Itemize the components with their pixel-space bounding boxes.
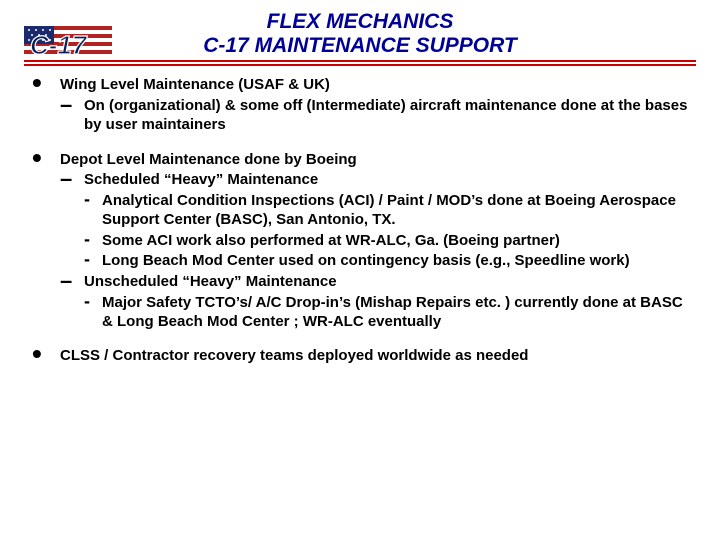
bullet-dash-icon: – bbox=[60, 171, 84, 190]
bullet-hyphen-icon: - bbox=[84, 294, 102, 332]
title-line-2: C-17 MAINTENANCE SUPPORT bbox=[203, 34, 516, 57]
bullet-disc-icon: • bbox=[32, 151, 60, 170]
list-item: • Depot Level Maintenance done by Boeing bbox=[32, 151, 688, 170]
c17-logo: C-17 bbox=[24, 24, 112, 62]
list-item-text: Long Beach Mod Center used on contingenc… bbox=[102, 252, 688, 271]
list-item: – Unscheduled “Heavy” Maintenance bbox=[60, 273, 688, 292]
list-item: – Scheduled “Heavy” Maintenance bbox=[60, 171, 688, 190]
bullet-disc-icon: • bbox=[32, 347, 60, 366]
list-item: - Some ACI work also performed at WR-ALC… bbox=[84, 232, 688, 251]
slide-header: C-17 FLEX MECHANICS C-17 MAINTENANCE SUP… bbox=[0, 0, 720, 58]
list-item-text: Major Safety TCTO’s/ A/C Drop-in’s (Mish… bbox=[102, 294, 688, 332]
title-line-1: FLEX MECHANICS bbox=[267, 10, 454, 33]
bullet-dash-icon: – bbox=[60, 273, 84, 292]
list-item: - Long Beach Mod Center used on continge… bbox=[84, 252, 688, 271]
list-item-text: Scheduled “Heavy” Maintenance bbox=[84, 171, 688, 190]
list-item: - Analytical Condition Inspections (ACI)… bbox=[84, 192, 688, 230]
list-item-text: Wing Level Maintenance (USAF & UK) bbox=[60, 76, 688, 95]
bullet-hyphen-icon: - bbox=[84, 232, 102, 251]
list-item-text: Depot Level Maintenance done by Boeing bbox=[60, 151, 688, 170]
slide-title: FLEX MECHANICS C-17 MAINTENANCE SUPPORT bbox=[40, 10, 680, 58]
list-item: • CLSS / Contractor recovery teams deplo… bbox=[32, 347, 688, 366]
list-item-text: CLSS / Contractor recovery teams deploye… bbox=[60, 347, 688, 366]
list-item-text: Analytical Condition Inspections (ACI) /… bbox=[102, 192, 688, 230]
bullet-dash-icon: – bbox=[60, 97, 84, 135]
bullet-hyphen-icon: - bbox=[84, 192, 102, 230]
bullet-disc-icon: • bbox=[32, 76, 60, 95]
slide-body: • Wing Level Maintenance (USAF & UK) – O… bbox=[0, 66, 720, 366]
bullet-hyphen-icon: - bbox=[84, 252, 102, 271]
list-item-text: On (organizational) & some off (Intermed… bbox=[84, 97, 688, 135]
logo-text: C-17 bbox=[30, 30, 88, 60]
list-item-text: Some ACI work also performed at WR-ALC, … bbox=[102, 232, 688, 251]
list-item-text: Unscheduled “Heavy” Maintenance bbox=[84, 273, 688, 292]
list-item: – On (organizational) & some off (Interm… bbox=[60, 97, 688, 135]
list-item: - Major Safety TCTO’s/ A/C Drop-in’s (Mi… bbox=[84, 294, 688, 332]
list-item: • Wing Level Maintenance (USAF & UK) bbox=[32, 76, 688, 95]
